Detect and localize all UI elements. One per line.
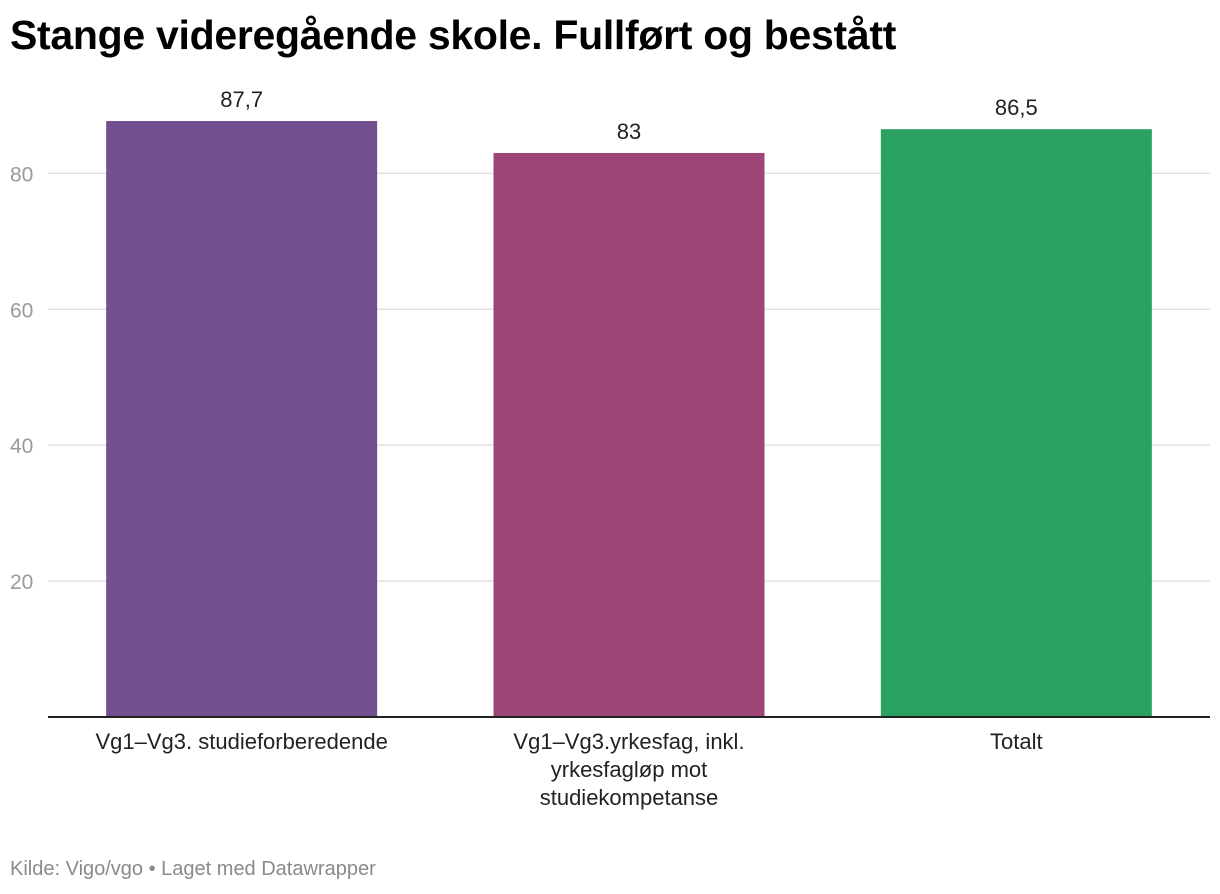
bar-3 bbox=[880, 129, 1152, 717]
category-label-3: Totalt bbox=[990, 729, 1043, 754]
value-labels: 87,7 83 86,5 bbox=[220, 87, 1037, 144]
category-labels: Vg1–Vg3. studieforberedende Vg1–Vg3.yrkes… bbox=[95, 729, 1042, 810]
value-label-2: 83 bbox=[617, 119, 641, 144]
y-axis-ticks: 20 40 60 80 bbox=[10, 163, 33, 594]
value-label-1: 87,7 bbox=[220, 87, 263, 112]
bars bbox=[106, 121, 1152, 717]
y-tick-label-80: 80 bbox=[10, 163, 33, 186]
source-footer: Kilde: Vigo/vgo • Laget med Datawrapper bbox=[10, 858, 376, 880]
y-tick-label-60: 60 bbox=[10, 299, 33, 322]
chart-title: Stange videregående skole. Fullført og b… bbox=[10, 12, 897, 58]
category-label-2: Vg1–Vg3.yrkesfag, inkl. yrkesfagløp mot st… bbox=[513, 729, 744, 810]
value-label-3: 86,5 bbox=[995, 95, 1038, 120]
bar-1 bbox=[106, 121, 378, 717]
y-tick-label-40: 40 bbox=[10, 435, 33, 458]
y-tick-label-20: 20 bbox=[10, 571, 33, 594]
bar-2 bbox=[493, 152, 765, 717]
category-label-1: Vg1–Vg3. studieforberedende bbox=[95, 729, 387, 754]
